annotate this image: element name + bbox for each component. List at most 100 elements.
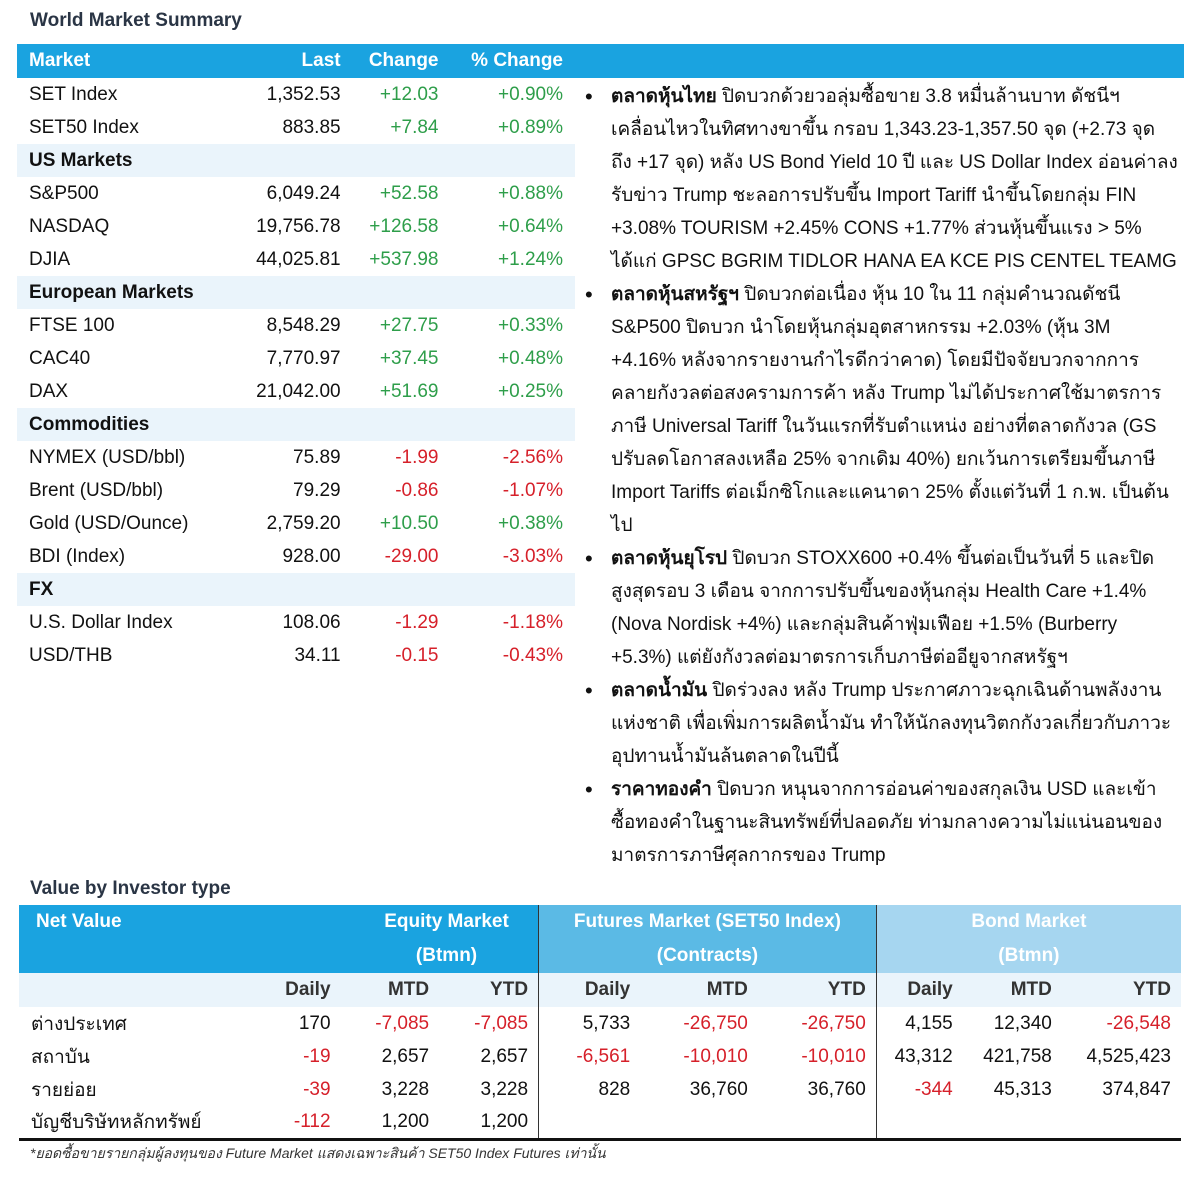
- market-row: NASDAQ 19,756.78 +126.58 +0.64%: [17, 210, 575, 243]
- investor-value: 374,847: [1102, 1078, 1171, 1100]
- sub-daily: Daily: [538, 973, 641, 1007]
- investor-value: 2,657: [480, 1045, 529, 1067]
- investor-label: รายย่อย: [31, 1079, 97, 1101]
- section-row: European Markets: [17, 276, 575, 309]
- investor-value: -6,561: [538, 1040, 641, 1073]
- col-market: Market: [17, 44, 237, 78]
- investor-label: สถาบัน: [31, 1046, 90, 1068]
- investor-value: -7,085: [375, 1012, 430, 1034]
- market-name: DAX: [29, 380, 69, 402]
- investor-value: 2,657: [381, 1045, 430, 1067]
- investor-value: 4,155: [875, 1007, 963, 1040]
- investor-value: -26,750: [683, 1012, 748, 1034]
- market-last: 19,756.78: [256, 215, 341, 237]
- sub-mtd: MTD: [640, 973, 758, 1007]
- market-pct-change: +0.33%: [498, 314, 563, 336]
- market-news-list: ตลาดหุ้นไทย ปิดบวกด้วยวอลุ่มซื้อขาย 3.8 …: [585, 80, 1180, 872]
- market-name: SET Index: [29, 83, 118, 105]
- investor-value: [757, 1106, 877, 1141]
- market-row: USD/THB 34.11 -0.15 -0.43%: [17, 639, 575, 672]
- investor-value: 45,313: [993, 1078, 1052, 1100]
- market-last: 34.11: [294, 644, 341, 666]
- market-change: +37.45: [379, 347, 439, 369]
- investor-row: สถาบัน -19 2,657 2,657 -6,561 -10,010 -10,010 4…: [19, 1040, 1181, 1073]
- market-pct-change: +0.38%: [498, 512, 563, 534]
- investor-row: รายย่อย -39 3,228 3,228 828 36,760 36,760 -344 4…: [19, 1073, 1181, 1106]
- investor-value: -26,750: [801, 1012, 866, 1034]
- market-change: -0.15: [395, 644, 439, 666]
- market-pct-change: -1.18%: [502, 611, 563, 633]
- market-change: +51.69: [379, 380, 439, 402]
- investor-value: 4,525,423: [1086, 1045, 1171, 1067]
- investor-title: Value by Investor type: [30, 878, 231, 899]
- investor-value: -39: [303, 1078, 331, 1100]
- market-last: 75.89: [293, 446, 341, 468]
- market-row: CAC40 7,770.97 +37.45 +0.48%: [17, 342, 575, 375]
- market-name: BDI (Index): [29, 545, 126, 567]
- section-label: FX: [17, 573, 575, 606]
- investor-table: Net Value Equity Market (Btmn) Futures Ma…: [19, 905, 1181, 1141]
- investor-value: [875, 1106, 963, 1141]
- header-bar-extension: [575, 44, 1184, 78]
- market-pct-change: -2.56%: [502, 446, 563, 468]
- investor-value: 1,200: [340, 1106, 440, 1141]
- market-name: CAC40: [29, 347, 91, 369]
- market-name: DJIA: [29, 248, 71, 270]
- sub-daily: Daily: [255, 973, 341, 1007]
- investor-value: [1061, 1106, 1181, 1141]
- news-heading: ตลาดหุ้นสหรัฐฯ: [611, 284, 739, 305]
- market-row: U.S. Dollar Index 108.06 -1.29 -1.18%: [17, 606, 575, 639]
- market-last: 6,049.24: [266, 182, 341, 204]
- market-change: +7.84: [390, 116, 439, 138]
- world-market-table: Market Last Change % Change SET Index 1,…: [17, 44, 575, 672]
- sub-ytd: YTD: [439, 973, 539, 1007]
- section-label: US Markets: [17, 144, 575, 177]
- market-name: NYMEX (USD/bbl): [29, 446, 186, 468]
- market-row: NYMEX (USD/bbl) 75.89 -1.99 -2.56%: [17, 441, 575, 474]
- market-last: 79.29: [293, 479, 341, 501]
- sub-mtd: MTD: [340, 973, 440, 1007]
- market-name: Gold (USD/Ounce): [29, 512, 189, 534]
- market-last: 928.00: [282, 545, 341, 567]
- market-row: S&P500 6,049.24 +52.58 +0.88%: [17, 177, 575, 210]
- equity-header: Equity Market (Btmn): [255, 905, 539, 973]
- investor-value: 43,312: [875, 1040, 963, 1073]
- section-row: FX: [17, 573, 575, 606]
- market-pct-change: +1.24%: [498, 248, 563, 270]
- news-body: ปิดบวกด้วยวอลุ่มซื้อขาย 3.8 หมื่นล้านบาท…: [611, 86, 1178, 272]
- market-change: -1.99: [395, 446, 439, 468]
- investor-value: -112: [255, 1106, 341, 1141]
- market-name: USD/THB: [29, 644, 113, 666]
- news-item: ราคาทองคำ ปิดบวก หนุนจากการอ่อนค่าของสกุ…: [585, 773, 1180, 872]
- market-name: S&P500: [29, 182, 99, 204]
- investor-value: -7,085: [474, 1012, 529, 1034]
- news-heading: ตลาดหุ้นยุโรป: [611, 548, 728, 569]
- news-body: ปิดบวก STOXX600 +0.4% ขึ้นต่อเป็นวันที่ …: [611, 548, 1155, 668]
- news-item: ตลาดหุ้นไทย ปิดบวกด้วยวอลุ่มซื้อขาย 3.8 …: [585, 80, 1180, 278]
- investor-value: -19: [303, 1045, 331, 1067]
- investor-value: 421,758: [983, 1045, 1052, 1067]
- market-change: -1.29: [395, 611, 439, 633]
- market-change: +126.58: [369, 215, 439, 237]
- market-name: FTSE 100: [29, 314, 115, 336]
- news-heading: ราคาทองคำ: [611, 779, 712, 800]
- investor-value: 3,228: [381, 1078, 430, 1100]
- market-row: SET Index 1,352.53 +12.03 +0.90%: [17, 78, 575, 111]
- investor-row: บัญชีบริษัทหลักทรัพย์ -112 1,200 1,200: [19, 1106, 1181, 1141]
- market-row: FTSE 100 8,548.29 +27.75 +0.33%: [17, 309, 575, 342]
- market-name: NASDAQ: [29, 215, 110, 237]
- sub-ytd: YTD: [757, 973, 877, 1007]
- market-pct-change: +0.88%: [498, 182, 563, 204]
- investor-value: 5,733: [538, 1007, 641, 1040]
- investor-value: [640, 1106, 758, 1141]
- market-change: +12.03: [379, 83, 439, 105]
- section-row: Commodities: [17, 408, 575, 441]
- market-change: +537.98: [369, 248, 439, 270]
- market-last: 8,548.29: [266, 314, 341, 336]
- market-row: Gold (USD/Ounce) 2,759.20 +10.50 +0.38%: [17, 507, 575, 540]
- market-pct-change: +0.48%: [498, 347, 563, 369]
- market-pct-change: +0.25%: [498, 380, 563, 402]
- section-label: Commodities: [17, 408, 575, 441]
- footnote: *ยอดซื้อขายรายกลุ่มผู้ลงทุนของ Future Ma…: [30, 1145, 606, 1161]
- market-pct-change: -0.43%: [502, 644, 563, 666]
